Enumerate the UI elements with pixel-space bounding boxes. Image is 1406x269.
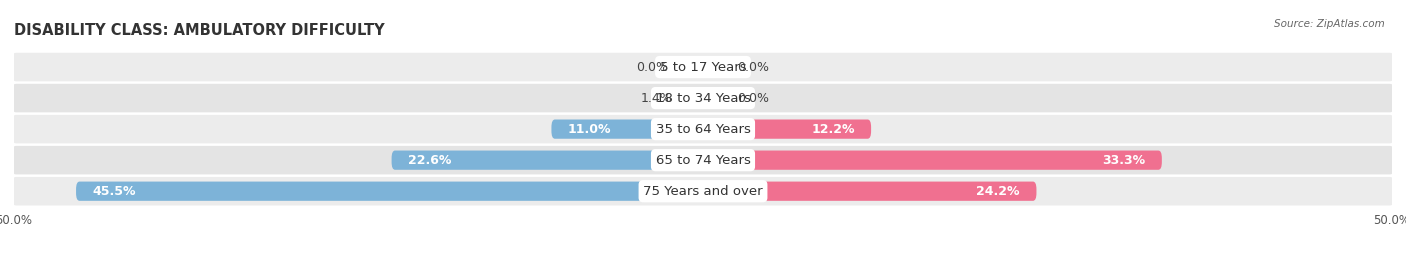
FancyBboxPatch shape [392,151,703,170]
Legend: Male, Female: Male, Female [636,264,770,269]
Text: 12.2%: 12.2% [811,123,855,136]
FancyBboxPatch shape [10,53,1396,81]
FancyBboxPatch shape [551,119,703,139]
FancyBboxPatch shape [703,151,1161,170]
Text: 0.0%: 0.0% [637,61,669,73]
FancyBboxPatch shape [76,182,703,201]
Text: 75 Years and over: 75 Years and over [643,185,763,198]
Text: 0.0%: 0.0% [738,61,769,73]
Text: DISABILITY CLASS: AMBULATORY DIFFICULTY: DISABILITY CLASS: AMBULATORY DIFFICULTY [14,23,385,38]
Text: 45.5%: 45.5% [93,185,136,198]
FancyBboxPatch shape [10,115,1396,143]
Text: 33.3%: 33.3% [1102,154,1146,167]
Text: 0.0%: 0.0% [738,91,769,105]
FancyBboxPatch shape [703,182,1036,201]
Text: 11.0%: 11.0% [568,123,612,136]
Text: 22.6%: 22.6% [408,154,451,167]
FancyBboxPatch shape [10,84,1396,112]
Text: Source: ZipAtlas.com: Source: ZipAtlas.com [1274,19,1385,29]
Text: 65 to 74 Years: 65 to 74 Years [655,154,751,167]
Text: 18 to 34 Years: 18 to 34 Years [655,91,751,105]
Text: 1.4%: 1.4% [641,91,672,105]
Text: 5 to 17 Years: 5 to 17 Years [659,61,747,73]
FancyBboxPatch shape [703,119,872,139]
FancyBboxPatch shape [683,89,703,108]
FancyBboxPatch shape [10,146,1396,174]
Text: 24.2%: 24.2% [976,185,1019,198]
Text: 35 to 64 Years: 35 to 64 Years [655,123,751,136]
FancyBboxPatch shape [10,177,1396,206]
